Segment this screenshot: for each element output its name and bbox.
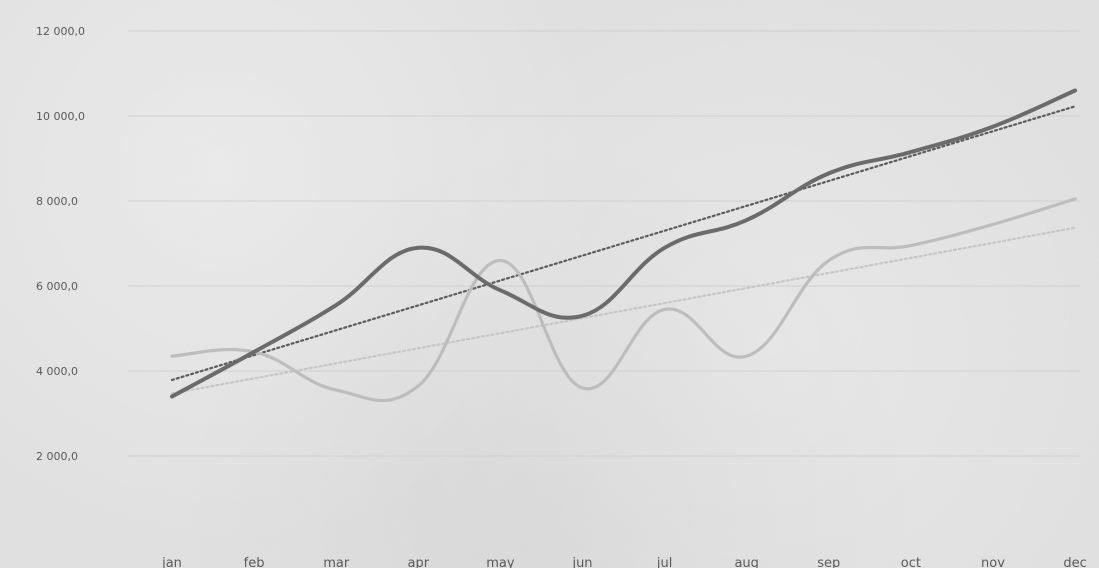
y-tick-label: 12 000,0 — [36, 25, 85, 38]
y-tick-label: 10 000,0 — [36, 110, 85, 123]
series-2-trendline — [170, 226, 1077, 395]
y-axis: 2 000,0 4 000,0 6 000,0 8 000,0 10 000,0 12 0… — [36, 25, 85, 463]
x-tick-label: dec — [1063, 556, 1086, 568]
x-tick-label: sep — [817, 556, 840, 568]
x-tick-label: oct — [901, 556, 921, 568]
x-tick-label: nov — [981, 556, 1005, 568]
x-axis: jan feb mar apr may jun jul aug sep oct nov dec — [161, 556, 1087, 568]
y-tick-label: 8 000,0 — [36, 195, 78, 208]
x-tick-label: aug — [734, 556, 758, 568]
series-lines — [170, 88, 1078, 403]
x-tick-label: jul — [656, 556, 672, 568]
x-tick-label: apr — [408, 556, 430, 568]
y-tick-label: 2 000,0 — [36, 450, 78, 463]
series-1-line — [170, 88, 1078, 399]
series-1-trendline — [170, 105, 1077, 382]
x-tick-label: jan — [161, 556, 182, 568]
series-2-line — [170, 197, 1077, 403]
x-tick-label: jun — [571, 556, 592, 568]
x-tick-label: mar — [323, 556, 350, 568]
gridlines — [128, 30, 1080, 457]
x-tick-label: feb — [244, 556, 265, 568]
y-tick-label: 6 000,0 — [36, 280, 78, 293]
trendlines — [170, 105, 1077, 395]
y-tick-label: 4 000,0 — [36, 365, 78, 378]
x-tick-label: may — [486, 556, 515, 568]
